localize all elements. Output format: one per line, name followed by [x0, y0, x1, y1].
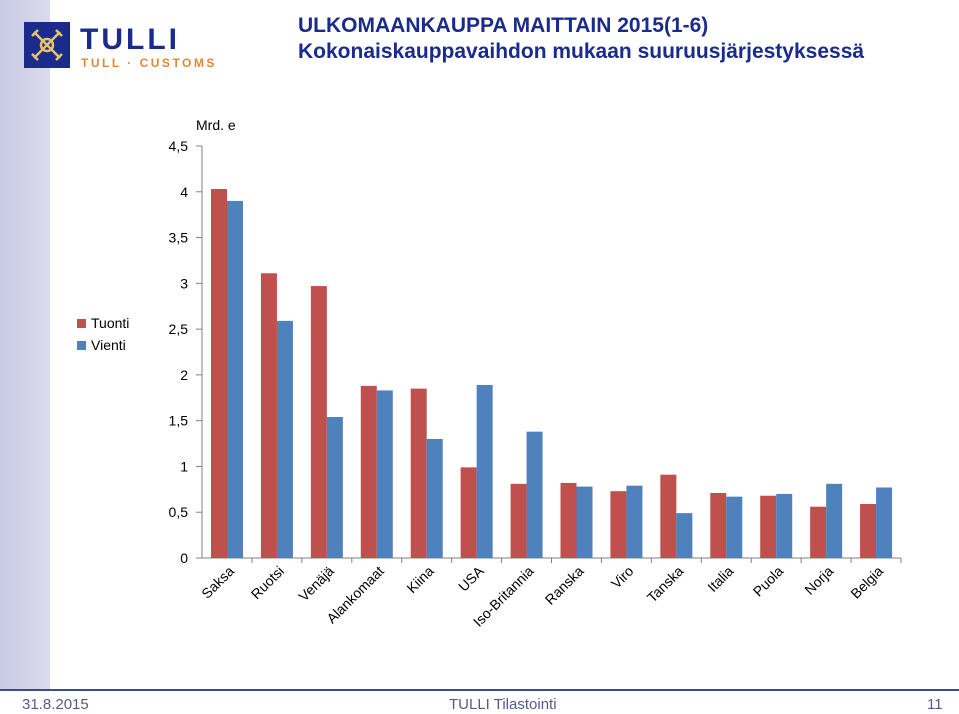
bar-tuonti	[260, 273, 277, 558]
bar-tuonti	[810, 506, 827, 558]
bar-tuonti	[760, 495, 777, 558]
x-tick-label: Italia	[704, 563, 736, 595]
bar-vienti	[326, 417, 343, 558]
y-tick-label: 0	[180, 550, 188, 566]
x-tick-label: Norja	[801, 563, 836, 598]
x-tick-label: Ranska	[542, 563, 587, 608]
chart-legend: Tuonti Vienti	[77, 312, 129, 356]
y-tick-label: 1	[180, 458, 188, 474]
y-tick-label: 1,5	[169, 413, 189, 429]
y-tick-label: 4	[180, 184, 188, 200]
bar-vienti	[426, 438, 443, 558]
y-tick-label: 2	[180, 367, 188, 383]
bar-vienti	[776, 493, 793, 558]
bar-chart: 0 0,5 1 1,5 2 2,5 3 3,5 4 4,5 Mrd. e Saksa Ruotsi Ven…	[169, 117, 902, 630]
bar-vienti	[726, 496, 743, 558]
x-tick-label: Kiina	[403, 563, 436, 596]
x-tick-label: Tanska	[644, 563, 687, 606]
logo-wordmark: TULLI	[80, 23, 180, 56]
footer-divider	[0, 689, 959, 691]
bar-vienti	[676, 513, 693, 558]
y-tick-label: 0,5	[169, 504, 189, 520]
bar-vienti	[376, 390, 393, 558]
y-tick-label: 4,5	[169, 138, 189, 154]
bar-vienti	[276, 320, 293, 558]
logo-tagline: TULL · CUSTOMS	[81, 56, 217, 70]
x-tick-label: Puola	[750, 563, 787, 600]
x-tick-label: Ruotsi	[248, 563, 287, 602]
bar-vienti	[626, 485, 643, 558]
bar-tuonti	[660, 474, 677, 558]
bar-tuonti	[560, 482, 577, 558]
bar-tuonti	[410, 388, 427, 558]
legend-label-tuonti: Tuonti	[91, 315, 130, 331]
bar-tuonti	[360, 385, 377, 558]
y-tick-label: 3	[180, 275, 188, 291]
bar-tuonti	[610, 491, 627, 558]
x-tick-label: Venäjä	[295, 563, 337, 605]
legend-item-vienti: Vienti	[77, 334, 129, 356]
bar-tuonti	[860, 503, 877, 558]
y-tick-label: 2,5	[169, 321, 189, 337]
page-title: ULKOMAANKAUPPA MAITTAIN 2015(1-6)	[298, 14, 709, 37]
y-axis-title: Mrd. e	[196, 117, 236, 133]
bar-vienti	[826, 483, 843, 558]
x-tick-label: Belgia	[847, 563, 886, 602]
bar-tuonti	[211, 189, 227, 558]
x-tick-label: USA	[455, 562, 487, 594]
footer-page-number: 11	[927, 696, 943, 713]
sidebar-band	[0, 0, 50, 690]
tulli-logo: TULLI TULL · CUSTOMS	[24, 22, 217, 70]
y-tick-label: 3,5	[169, 230, 189, 246]
footer-center-text: TULLI Tilastointi	[449, 696, 557, 713]
x-tick-label: Viro	[608, 563, 637, 592]
bar-tuonti	[460, 467, 477, 558]
x-tick-label: Saksa	[198, 563, 237, 602]
legend-swatch-vienti	[77, 340, 86, 350]
legend-swatch-tuonti	[77, 318, 86, 328]
footer-date: 31.8.2015	[22, 696, 89, 713]
legend-label-vienti: Vienti	[91, 337, 126, 353]
bar-vienti	[876, 487, 893, 558]
legend-item-tuonti: Tuonti	[77, 312, 129, 334]
bar-vienti	[227, 200, 243, 558]
bar-tuonti	[710, 492, 727, 558]
page-subtitle: Kokonaiskauppavaihdon mukaan suuruusjärj…	[298, 40, 865, 63]
bar-vienti	[576, 486, 593, 558]
bar-vienti	[476, 384, 493, 558]
bar-tuonti	[310, 286, 327, 558]
bar-vienti	[526, 431, 543, 558]
bar-tuonti	[510, 483, 527, 558]
